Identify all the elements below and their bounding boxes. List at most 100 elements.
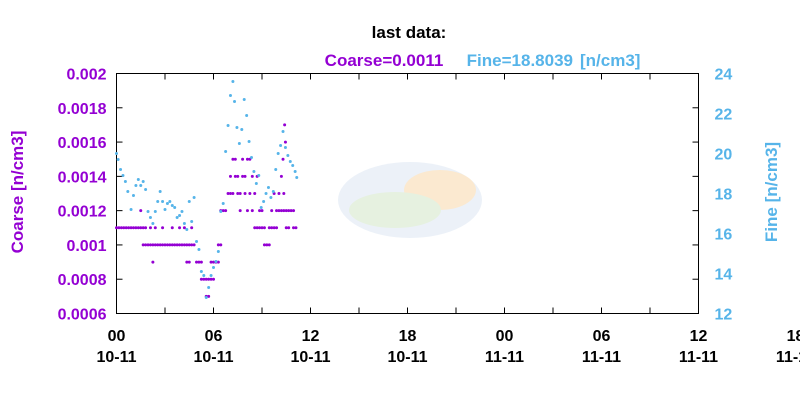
y-right-tick-label: 20: [715, 147, 733, 164]
fine-point: [119, 168, 123, 171]
fine-point: [153, 210, 157, 213]
coarse-point: [221, 209, 225, 213]
fine-point: [170, 204, 174, 207]
coarse-point: [212, 277, 215, 281]
coarse-point: [131, 226, 135, 230]
fine-point: [148, 216, 152, 219]
coarse-point: [236, 174, 240, 178]
coarse-point: [270, 226, 274, 230]
coarse-point: [248, 192, 252, 195]
fine-point: [168, 200, 172, 203]
coarse-point: [292, 209, 296, 213]
coarse-point: [289, 209, 293, 213]
coarse-point: [209, 260, 213, 264]
coarse-point: [148, 226, 152, 230]
fine-point: [228, 94, 232, 97]
coarse-point: [277, 192, 281, 195]
fine-point: [204, 296, 208, 299]
fine-point: [235, 126, 239, 129]
coarse-point: [284, 226, 288, 230]
fine-point: [190, 220, 194, 223]
coarse-point: [228, 192, 232, 195]
coarse-point: [282, 209, 286, 213]
fine-point: [271, 190, 275, 193]
fine-point: [281, 130, 285, 133]
coarse-point: [236, 192, 240, 195]
coarse-point: [209, 277, 213, 281]
x-tick-label-date: 10-11: [193, 349, 233, 366]
y-axis-right-label: Fine [n/cm3]: [762, 142, 781, 242]
fine-point: [180, 210, 184, 213]
fine-point: [141, 180, 145, 183]
fine-point: [274, 168, 278, 171]
fine-point: [264, 192, 268, 195]
x-tick-label-date: 11-11: [679, 349, 718, 366]
coarse-point: [139, 226, 143, 230]
coarse-point: [117, 226, 121, 230]
fine-point: [219, 210, 223, 213]
coarse-point: [253, 226, 257, 230]
coarse-point: [204, 277, 208, 281]
coarse-point: [151, 260, 155, 264]
coarse-point: [292, 226, 296, 230]
fine-point: [178, 214, 182, 217]
x-tick-label-time: 12: [302, 328, 320, 345]
fine-point: [221, 202, 225, 205]
coarse-point: [241, 174, 245, 178]
coarse-point: [279, 174, 283, 178]
coarse-point: [294, 226, 298, 230]
x-tick-label-time: 06: [593, 328, 611, 345]
fine-point: [245, 114, 249, 117]
y-axis-left-label: Coarse [n/cm3]: [8, 131, 27, 254]
fine-point: [247, 140, 251, 143]
fine-point: [192, 196, 196, 199]
coarse-point: [231, 192, 235, 195]
coarse-point: [219, 243, 223, 247]
coarse-point: [182, 243, 186, 247]
fine-point: [134, 184, 138, 187]
fine-point: [262, 200, 266, 203]
fine-point: [182, 222, 186, 225]
coarse-point: [207, 277, 211, 281]
fine-point: [158, 190, 162, 193]
coarse-point: [192, 243, 196, 247]
fine-point: [116, 158, 120, 161]
fine-point: [291, 164, 295, 167]
fine-point: [295, 176, 299, 179]
coarse-point: [277, 209, 281, 213]
coarse-point: [178, 243, 182, 247]
coarse-point: [185, 260, 189, 264]
x-tick-label-time: 06: [205, 328, 223, 345]
data-series: [115, 80, 299, 299]
fine-point: [224, 150, 228, 153]
fine-point: [242, 98, 246, 101]
coarse-point: [284, 209, 288, 213]
fine-point: [207, 286, 211, 289]
coarse-point: [173, 243, 177, 247]
fine-point: [259, 206, 263, 209]
x-tick-label-time: 12: [690, 328, 708, 345]
fine-point: [151, 222, 155, 225]
coarse-point: [233, 157, 237, 161]
fine-point: [139, 184, 143, 187]
coarse-point: [250, 174, 254, 178]
fine-point: [131, 194, 135, 197]
coarse-point: [283, 123, 287, 127]
coarse-point: [228, 174, 232, 178]
coarse-point: [161, 226, 165, 230]
coarse-point: [231, 157, 235, 161]
coarse-point: [129, 226, 133, 230]
coarse-point: [281, 157, 285, 161]
fine-unit: [n/cm3]: [580, 51, 640, 70]
fine-point: [283, 146, 287, 149]
chart-title: last data:: [372, 23, 447, 42]
y-axis-left: 0.0006 0.0008 0.001 0.0012 0.0014 0.0016 0.001…: [58, 67, 699, 324]
fine-point: [286, 154, 290, 157]
fine-point: [266, 186, 270, 189]
coarse-point: [197, 260, 201, 264]
fine-point: [136, 178, 140, 181]
coarse-point: [245, 157, 249, 161]
coarse-point: [141, 226, 145, 230]
y-right-tick-label: 16: [715, 227, 733, 244]
coarse-point: [238, 192, 242, 195]
